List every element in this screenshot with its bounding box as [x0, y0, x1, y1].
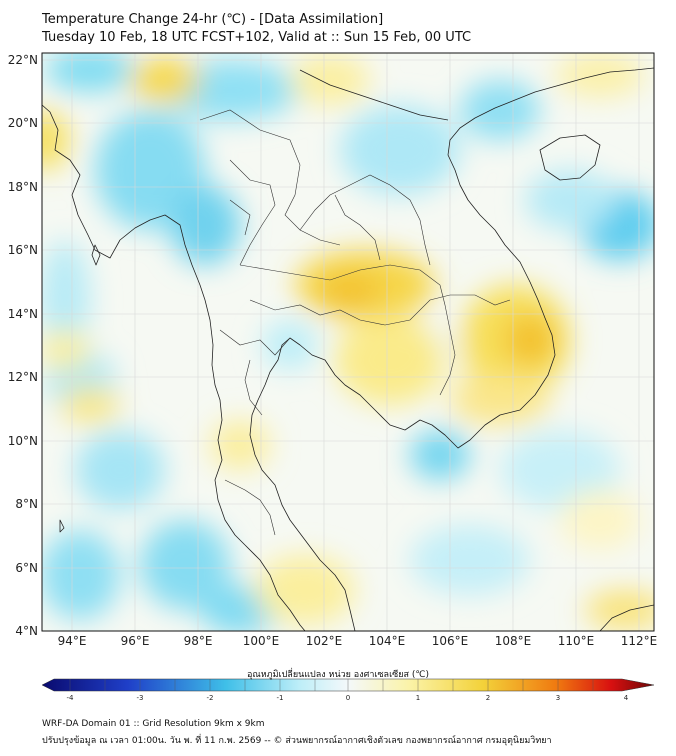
- temperature-map: 4°N 6°N 8°N 10°N 12°N 14°N 16°N 18°N 20°…: [8, 52, 658, 700]
- lat-label: 18°N: [8, 180, 38, 194]
- colorbar-tick: -3: [137, 694, 144, 700]
- footer-update-info: ปรับปรุงข้อมูล ณ เวลา 01:00น. วัน พ. ที่…: [42, 736, 552, 746]
- lon-tick-labels: 94°E 96°E 98°E 100°E 102°E 104°E 106°E 1…: [58, 634, 658, 648]
- colorbar-tick: -4: [67, 694, 75, 700]
- lon-label: 110°E: [558, 634, 595, 648]
- lat-label: 12°N: [8, 370, 38, 384]
- coastlines: [42, 67, 654, 631]
- lat-label: 16°N: [8, 243, 38, 257]
- colorbar-tick: 1: [416, 694, 420, 700]
- lon-label: 104°E: [369, 634, 406, 648]
- lat-label: 4°N: [15, 624, 38, 638]
- province-borders: [199, 109, 511, 536]
- lon-label: 94°E: [58, 634, 87, 648]
- footer-model-info: WRF-DA Domain 01 :: Grid Resolution 9km …: [42, 719, 265, 729]
- map-title: Temperature Change 24-hr (℃) - [Data Ass…: [42, 12, 384, 27]
- colorbar-segments: [69, 679, 594, 691]
- lat-label: 22°N: [8, 53, 38, 67]
- map-subtitle: Tuesday 10 Feb, 18 UTC FCST+102, Valid a…: [42, 30, 472, 45]
- colorbar-title: อุณหภูมิเปลี่ยนแปลง หน่วย องศาเซลเซียส (…: [246, 670, 430, 680]
- colorbar-tick: 4: [624, 694, 629, 700]
- map-frame: [41, 52, 655, 632]
- colorbar: -4 -3 -2 -1 0 1 2 3 4: [41, 678, 655, 700]
- lon-label: 112°E: [621, 634, 658, 648]
- lat-label: 8°N: [15, 497, 38, 511]
- lat-label: 20°N: [8, 116, 38, 130]
- lon-label: 100°E: [243, 634, 280, 648]
- lat-label: 10°N: [8, 434, 38, 448]
- lon-label: 96°E: [121, 634, 150, 648]
- lat-label: 14°N: [8, 307, 38, 321]
- lat-label: 6°N: [15, 561, 38, 575]
- lat-tick-labels: 4°N 6°N 8°N 10°N 12°N 14°N 16°N 18°N 20°…: [8, 53, 38, 638]
- colorbar-tick: -2: [207, 694, 214, 700]
- colorbar-tick: 2: [486, 694, 490, 700]
- lon-label: 106°E: [432, 634, 469, 648]
- lon-label: 108°E: [495, 634, 532, 648]
- lon-label: 98°E: [184, 634, 213, 648]
- colorbar-tick: -1: [277, 694, 284, 700]
- colorbar-tick: 3: [556, 694, 560, 700]
- colorbar-tick: 0: [346, 694, 350, 700]
- field-layer: [42, 53, 654, 631]
- lon-label: 102°E: [306, 634, 343, 648]
